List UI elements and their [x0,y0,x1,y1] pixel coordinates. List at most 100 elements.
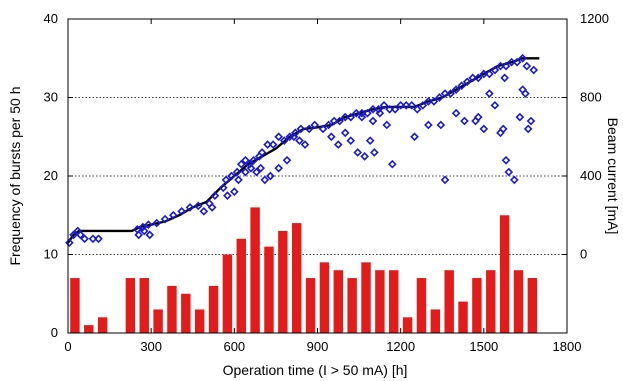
scatter-point [241,155,250,165]
scatter-point [498,124,508,134]
scatter-point [210,191,220,200]
scatter-point [266,171,275,181]
bar-series [70,207,538,333]
scatter-point [234,175,243,185]
bar [70,278,80,333]
bar [167,285,177,333]
bar [444,270,454,333]
scatter-point [521,89,530,98]
bar [181,293,191,333]
scatter-point [407,101,417,110]
scatter-point [351,108,361,118]
bar [472,278,482,333]
scatter-point [223,191,232,200]
x-tick-label: 600 [223,339,245,354]
scatter-point [274,132,284,142]
scatter-point [65,238,74,248]
scatter-point [424,97,433,106]
scatter-point [401,101,411,110]
scatter-point [230,187,239,197]
scatter-point [80,234,89,244]
bar [430,309,441,333]
scatter-point [249,155,259,165]
bar [236,238,246,333]
scatter-point [340,112,350,122]
scatter-point [479,69,489,79]
bar [208,285,219,333]
right-y-axis-title: Beam current [mA] [605,118,621,235]
scatter-point [363,108,372,118]
left-y-axis-title: Frequency of bursts per 50 h [7,87,23,266]
bar [513,270,524,333]
bar [222,254,233,333]
right-y-tick-label: 1200 [580,11,609,26]
x-tick-label: 1200 [386,339,415,354]
bar [264,246,274,333]
bar [402,317,413,333]
scatter-point [327,132,336,142]
bar [291,223,302,333]
scatter-point [390,104,400,114]
scatter-point [169,210,178,220]
scatter-point [357,112,367,122]
scatter-point [236,159,246,169]
scatter-point [479,124,489,134]
scatter-point [340,128,350,138]
bar [278,230,288,333]
scatter-point [396,101,405,110]
scatter-point [388,159,397,169]
bar [84,325,94,333]
scatter-point [139,226,149,236]
scatter-point [232,167,242,177]
scatter-point [257,148,267,157]
scatter-point [295,136,304,146]
bar [389,270,399,333]
bar [458,301,468,333]
scatter-point [523,124,533,134]
scatter-point [300,140,310,149]
scatter-point [246,163,256,173]
scatter-point [185,203,195,212]
x-tick-label: 900 [307,339,329,354]
scatter-point [252,167,261,177]
left-y-tick-label: 0 [51,325,58,340]
scatter-point [368,104,378,114]
bar [499,215,510,333]
scatter-point [375,108,385,118]
scatter-point [501,61,511,71]
bar [305,278,316,333]
scatter-point [134,230,144,240]
scatter-point [473,73,483,83]
scatter-point [440,89,450,98]
scatter-point [346,112,356,122]
scatter-point [199,206,209,216]
scatter-point [509,175,519,185]
scatter-point [177,206,186,216]
bar [347,278,357,333]
scatter-point [274,163,284,173]
scatter-point [451,85,461,94]
scatter-point [227,171,236,181]
scatter-point [379,101,389,110]
x-tick-label: 300 [140,339,162,354]
left-y-tick-label: 40 [44,11,58,26]
bar [194,309,205,333]
scatter-point [268,140,278,149]
scatter-point [310,120,320,130]
scatter-point [304,124,314,134]
scatter-point [436,120,446,130]
scatter-point [418,101,428,110]
axis-ticks [67,18,568,334]
scatter-point [504,167,514,177]
right-y-tick-label: 0 [580,247,587,262]
scatter-point [496,61,505,71]
scatter-point [507,57,516,67]
scatter-point [318,124,328,134]
right-y-tick-label: 800 [580,90,602,105]
scatter-point [193,201,203,211]
scatter-point [501,155,511,165]
x-tick-label: 1800 [553,339,582,354]
scatter-point [522,61,532,71]
scatter-point [424,120,433,130]
grid-lines [68,97,567,255]
